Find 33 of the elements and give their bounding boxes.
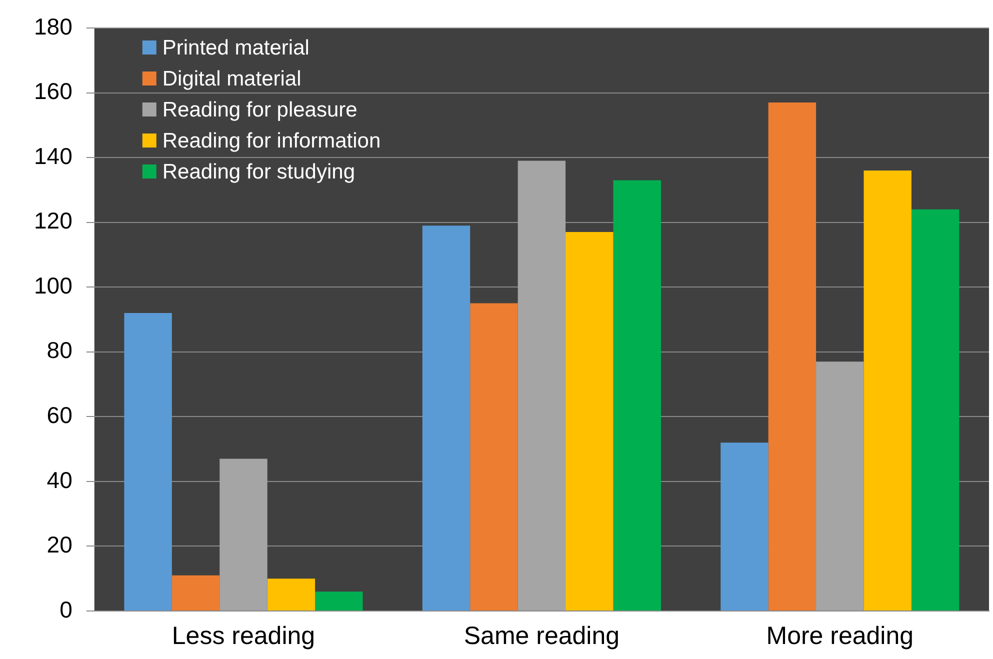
y-tick-label: 60 — [46, 402, 72, 428]
y-tick-label: 120 — [34, 208, 72, 234]
x-tick-label: More reading — [766, 622, 914, 650]
y-tick-label: 180 — [34, 13, 72, 40]
x-tick-label: Less reading — [172, 622, 316, 650]
bar — [816, 362, 864, 610]
bar — [864, 170, 912, 610]
bar — [470, 303, 518, 610]
bar — [768, 102, 816, 610]
bar — [422, 226, 470, 610]
y-tick-label: 20 — [46, 532, 72, 558]
bar — [124, 313, 172, 610]
legend-label: Digital material — [162, 67, 302, 90]
bar — [566, 232, 614, 610]
y-tick-label: 40 — [46, 466, 72, 493]
y-tick-label: 140 — [34, 142, 72, 169]
y-tick-label: 100 — [34, 272, 72, 298]
bar — [720, 442, 768, 610]
legend-label: Reading for studying — [162, 160, 355, 184]
bar — [315, 592, 363, 610]
legend-label: Reading for pleasure — [162, 98, 358, 122]
y-tick-label: 80 — [46, 337, 72, 364]
y-tick-label: 0 — [60, 596, 72, 622]
legend-label: Reading for information — [162, 129, 381, 152]
y-tick-label: 160 — [34, 78, 72, 104]
x-tick-label: Same reading — [464, 622, 620, 650]
bar — [267, 578, 316, 610]
bar — [911, 209, 960, 610]
bar — [613, 180, 661, 610]
bar — [220, 458, 268, 610]
bar — [518, 160, 566, 610]
legend-label: Printed material — [162, 36, 310, 60]
bar — [172, 575, 220, 610]
